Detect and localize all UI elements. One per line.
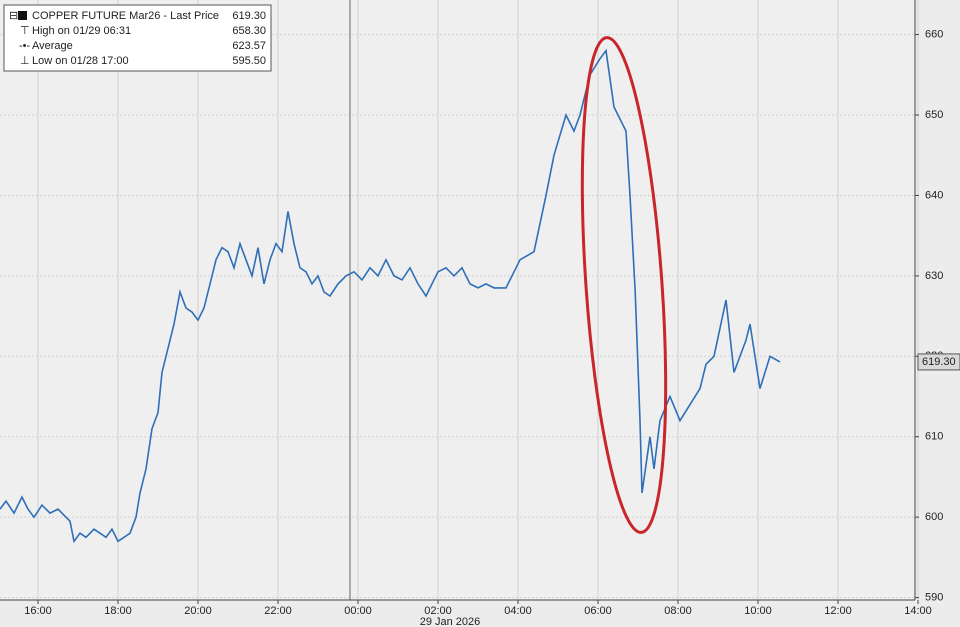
- x-tick-label: 16:00: [24, 605, 52, 617]
- legend-icon: ⊤: [20, 25, 30, 37]
- legend-frame: [3, 4, 272, 72]
- y-tick-label: 600: [925, 511, 943, 523]
- x-tick-label: 06:00: [584, 605, 612, 617]
- legend-value: 623.57: [232, 40, 266, 52]
- legend-icon: -•-: [19, 40, 31, 52]
- legend-value: 658.30: [232, 25, 266, 37]
- x-tick-label: 04:00: [504, 605, 532, 617]
- y-tick-label: 610: [925, 431, 943, 443]
- y-tick-label: 660: [925, 28, 943, 40]
- x-tick-label: 22:00: [264, 605, 292, 617]
- last-price-label: 619.30: [922, 356, 956, 368]
- x-tick-label: 08:00: [664, 605, 692, 617]
- x-tick-label: 10:00: [744, 605, 772, 617]
- x-tick-label: 00:00: [344, 605, 372, 617]
- legend-label: Average: [32, 40, 73, 52]
- plot-area: [0, 0, 915, 600]
- legend-label: Low on 01/28 17:00: [32, 55, 129, 67]
- legend-value: 595.50: [232, 55, 266, 67]
- last-price-tag: [917, 353, 960, 371]
- legend-label: High on 01/29 06:31: [32, 25, 131, 37]
- x-tick-label: 18:00: [104, 605, 132, 617]
- x-tick-label: 02:00: [424, 605, 452, 617]
- highlight-ellipse: [580, 36, 668, 534]
- y-tick-label: 650: [925, 109, 943, 121]
- legend-value: 619.30: [232, 10, 266, 22]
- legend-label: COPPER FUTURE Mar26 - Last Price: [32, 10, 219, 22]
- legend-box: ⊟ COPPER FUTURE Mar26 - Last Price 619.3…: [3, 4, 272, 72]
- x-tick-label: 20:00: [184, 605, 212, 617]
- x-tick-label: 12:00: [824, 605, 852, 617]
- legend-swatch: [18, 11, 27, 20]
- y-tick-label: 640: [925, 189, 943, 201]
- x-tick-label: 14:00: [904, 605, 932, 617]
- legend-icon: ⊥: [20, 55, 30, 67]
- y-tick-label: 590: [925, 591, 943, 603]
- y-tick-label: 630: [925, 270, 943, 282]
- price-line: [0, 48, 781, 544]
- x-date-label: 29 Jan 2026: [420, 616, 481, 627]
- legend-icon: ⊟: [9, 10, 18, 22]
